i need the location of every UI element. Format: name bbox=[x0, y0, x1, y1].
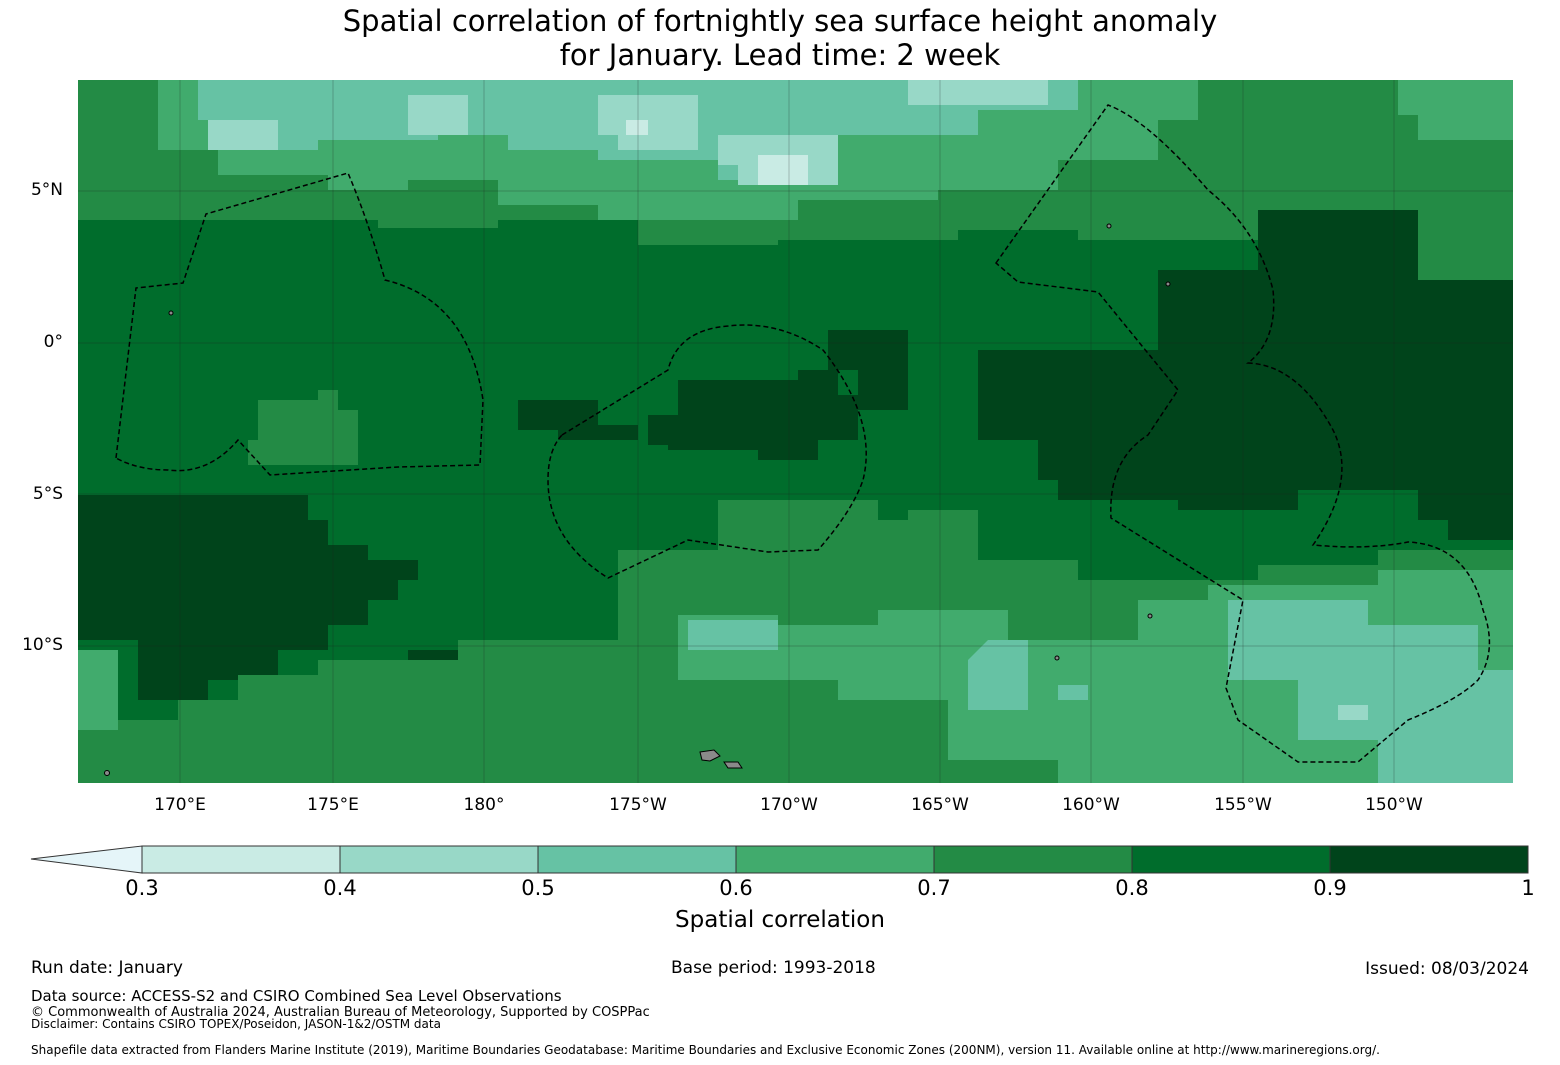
lon-label-175w: 175°W bbox=[588, 795, 688, 815]
base-period: Base period: 1993-2018 bbox=[671, 958, 876, 978]
colorbar-tick-0.8: 0.8 bbox=[1102, 876, 1162, 900]
chart-title-line2: for January. Lead time: 2 week bbox=[0, 38, 1560, 72]
lat-label-5n: 5°N bbox=[3, 180, 63, 200]
colorbar-bin-0.5-0.6 bbox=[538, 846, 736, 873]
colorbar-tick-0.6: 0.6 bbox=[706, 876, 766, 900]
issued-date: Issued: 08/03/2024 bbox=[1365, 959, 1529, 979]
colorbar bbox=[28, 843, 1533, 877]
lat-label-0: 0° bbox=[3, 332, 63, 352]
lon-label-170e: 170°E bbox=[130, 795, 230, 815]
colorbar-bin-0.6-0.7 bbox=[736, 846, 934, 873]
island-small-3 bbox=[1107, 224, 1111, 228]
island-small-2 bbox=[1166, 282, 1170, 286]
colorbar-bin-under bbox=[31, 846, 142, 873]
colorbar-tick-0.9: 0.9 bbox=[1300, 876, 1360, 900]
colorbar-bin-0.8-0.9 bbox=[1132, 846, 1330, 873]
colorbar-tick-0.5: 0.5 bbox=[508, 876, 568, 900]
colorbar-tick-0.4: 0.4 bbox=[310, 876, 370, 900]
island-small-6 bbox=[1055, 656, 1059, 660]
lon-label-165w: 165°W bbox=[890, 795, 990, 815]
colorbar-bin-0.3-0.4 bbox=[142, 846, 340, 873]
lon-label-155w: 155°W bbox=[1193, 795, 1293, 815]
ocean-field-0.4-0.5-south bbox=[1338, 705, 1368, 720]
shapefile-credit: Shapefile data extracted from Flanders M… bbox=[31, 1043, 1380, 1057]
lon-label-180: 180° bbox=[434, 795, 534, 815]
disclaimer: Disclaimer: Contains CSIRO TOPEX/Poseido… bbox=[31, 1017, 441, 1031]
lat-label-10s: 10°S bbox=[3, 635, 63, 655]
run-date: Run date: January bbox=[31, 958, 183, 978]
data-source: Data source: ACCESS-S2 and CSIRO Combine… bbox=[31, 987, 562, 1005]
colorbar-bin-0.9-1 bbox=[1330, 846, 1528, 873]
colorbar-tick-0.7: 0.7 bbox=[904, 876, 964, 900]
ocean-field-0.6-0.7-sw bbox=[78, 650, 118, 730]
lon-label-160w: 160°W bbox=[1041, 795, 1141, 815]
chart-title-line1: Spatial correlation of fortnightly sea s… bbox=[0, 4, 1560, 38]
lat-label-5s: 5°S bbox=[3, 484, 63, 504]
colorbar-tick-1: 1 bbox=[1498, 876, 1558, 900]
correlation-map bbox=[78, 80, 1513, 783]
colorbar-tick-0.3: 0.3 bbox=[112, 876, 172, 900]
colorbar-label: Spatial correlation bbox=[0, 907, 1560, 933]
colorbar-bin-0.4-0.5 bbox=[340, 846, 538, 873]
island-small-4 bbox=[169, 311, 173, 315]
colorbar-bin-0.7-0.8 bbox=[934, 846, 1132, 873]
island-small-5 bbox=[1148, 614, 1152, 618]
island-small-1 bbox=[105, 771, 110, 776]
lon-label-175e: 175°E bbox=[283, 795, 383, 815]
lon-label-170w: 170°W bbox=[739, 795, 839, 815]
lon-label-150w: 150°W bbox=[1344, 795, 1444, 815]
